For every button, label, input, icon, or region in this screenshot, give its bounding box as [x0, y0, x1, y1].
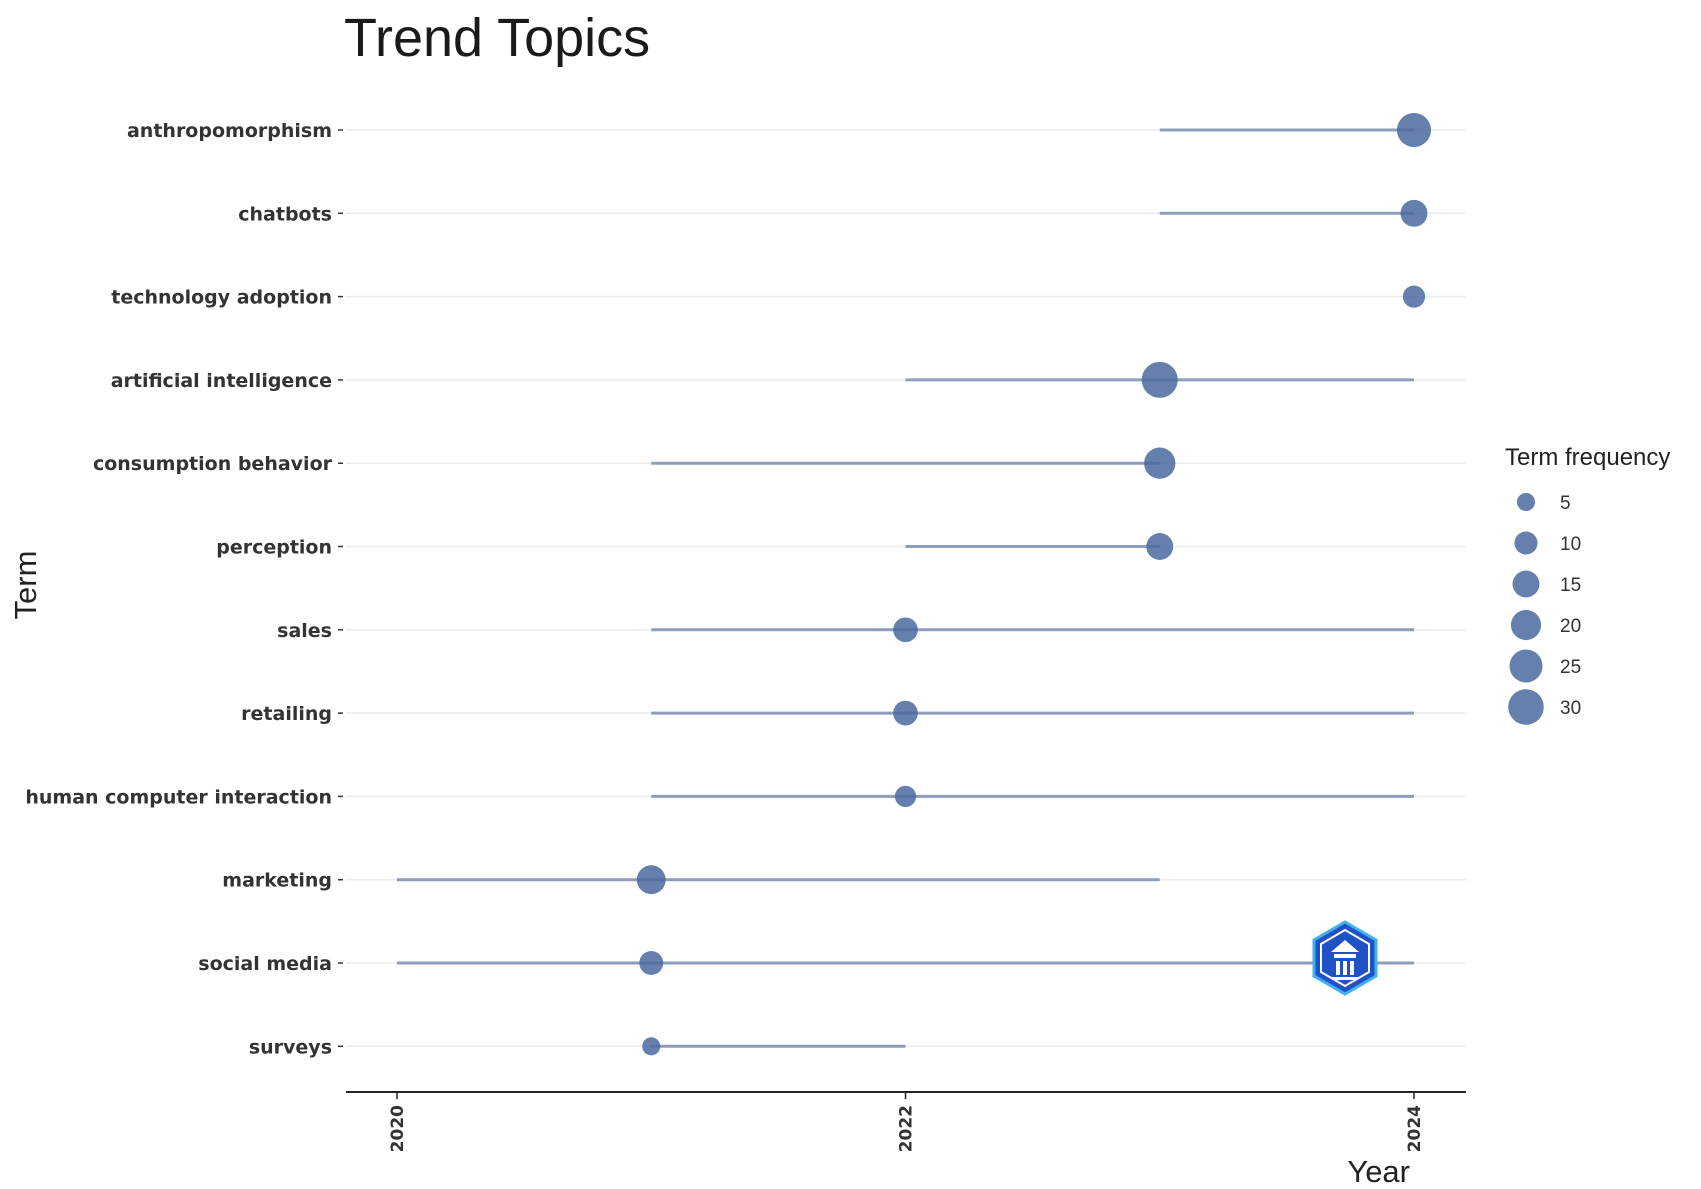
term-label: anthropomorphism	[127, 120, 332, 142]
legend-key	[1509, 649, 1543, 683]
x-axis-title: Year	[1347, 1154, 1410, 1189]
term-label: perception	[216, 537, 332, 559]
legend-label: 10	[1560, 534, 1581, 555]
term-label: chatbots	[238, 203, 332, 225]
term-label: human computer interaction	[25, 786, 332, 808]
legend-label: 15	[1560, 575, 1581, 596]
x-axis: 2020 2022 2024	[346, 1091, 1466, 1152]
term-point	[636, 865, 666, 895]
legend-key	[1510, 609, 1542, 641]
legend-key	[1516, 492, 1536, 512]
term-label: artificial intelligence	[111, 370, 332, 392]
hexagon-logo-icon	[1312, 920, 1378, 996]
term-point	[642, 1037, 661, 1056]
legend-label: 20	[1560, 616, 1581, 637]
term-label: sales	[277, 620, 332, 642]
legend: Term frequency 5 10 15 20 25 30	[1505, 444, 1670, 725]
term-label: technology adoption	[111, 287, 332, 309]
legend-label: 25	[1560, 657, 1581, 678]
term-point	[639, 951, 664, 975]
term-point	[1141, 361, 1178, 398]
legend-title: Term frequency	[1505, 444, 1670, 471]
legend-label: 5	[1560, 493, 1571, 514]
term-point	[1402, 285, 1426, 308]
term-label: retailing	[241, 703, 332, 725]
legend-key	[1512, 570, 1540, 598]
term-label: consumption behavior	[93, 453, 333, 475]
x-tick-label: 2020	[388, 1105, 408, 1152]
legend-key	[1508, 689, 1544, 725]
legend-key	[1514, 531, 1538, 555]
term-label: social media	[198, 953, 332, 975]
term-point	[1146, 533, 1174, 560]
grid-lines	[346, 129, 1466, 1048]
term-point	[1144, 447, 1176, 479]
chart-title: Trend Topics	[344, 8, 650, 68]
year-range-segments	[397, 128, 1414, 1048]
term-label: marketing	[222, 870, 332, 892]
term-point	[893, 617, 918, 643]
term-point	[1400, 199, 1428, 227]
term-label: surveys	[249, 1036, 332, 1058]
legend-label: 30	[1560, 698, 1581, 719]
x-tick-label: 2022	[897, 1105, 917, 1152]
median-year-points	[636, 112, 1432, 1056]
term-point	[894, 785, 917, 808]
x-tick-label: 2024	[1405, 1105, 1425, 1152]
term-labels: anthropomorphism chatbots technology adopt…	[25, 120, 343, 1058]
term-point	[1396, 112, 1432, 148]
y-axis-title: Term	[8, 551, 43, 620]
term-point	[893, 700, 918, 726]
